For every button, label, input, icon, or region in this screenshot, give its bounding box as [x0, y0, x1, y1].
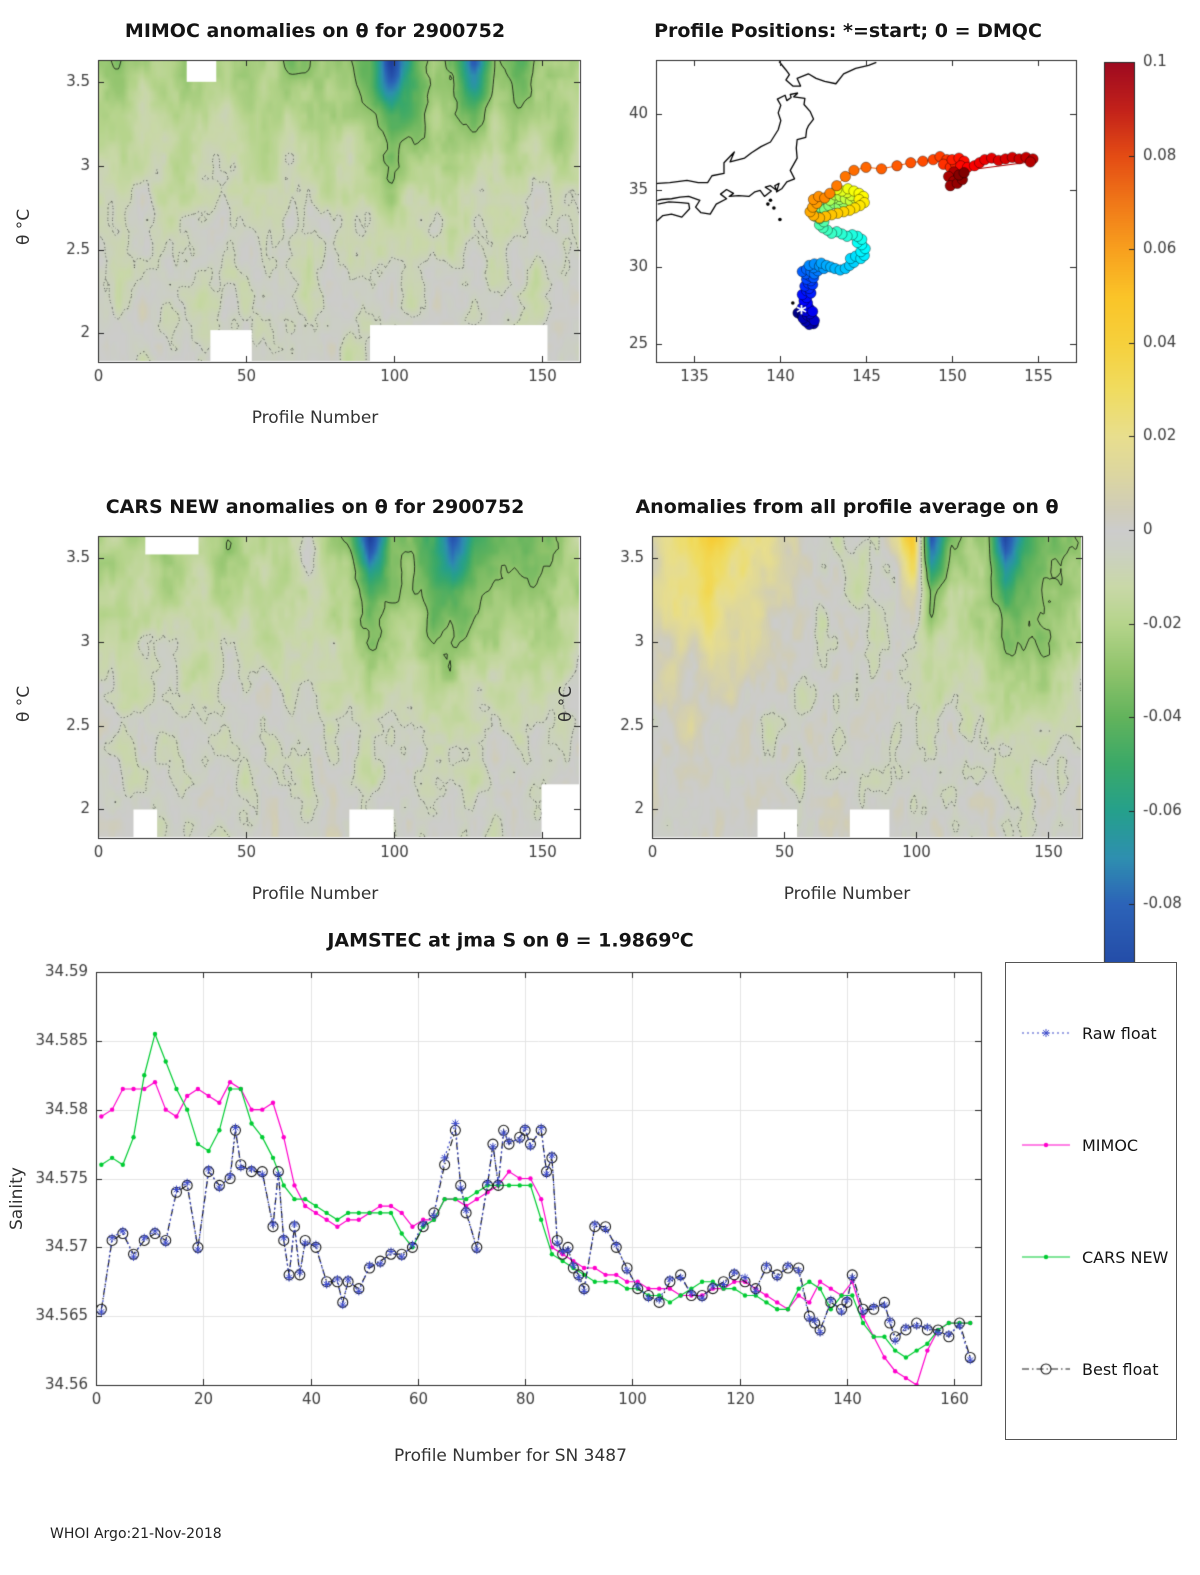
mimoc-heatmap-canvas: [40, 48, 590, 408]
mimoc-marker-icon: [1020, 1135, 1072, 1155]
footer-text: WHOI Argo:21-Nov-2018: [50, 1526, 222, 1542]
allprof-xlabel: Profile Number: [783, 884, 911, 904]
colorbar-canvas: [1100, 52, 1192, 1010]
legend-label-mimoc: MIMOC: [1082, 1135, 1139, 1155]
mimoc-xlabel: Profile Number: [251, 408, 379, 428]
mimoc-ylabel: θ °C: [14, 208, 34, 245]
timeseries-ylabel: Salinity: [7, 1167, 27, 1230]
legend-entry-mimoc: MIMOC: [1006, 1135, 1176, 1155]
cars-new-marker-icon: [1020, 1247, 1072, 1267]
legend-label-cars-new: CARS NEW: [1082, 1247, 1169, 1267]
allprof-ylabel: θ °C: [556, 685, 576, 722]
timeseries-title-suffix: C: [679, 929, 694, 952]
timeseries-canvas: [28, 958, 993, 1443]
legend-entry-raw-float: Raw float: [1006, 1023, 1176, 1043]
mimoc-title: MIMOC anomalies on θ for 2900752: [124, 20, 506, 42]
timeseries-title-sup: o: [671, 928, 680, 942]
legend-entry-best-float: Best float: [1006, 1359, 1176, 1379]
legend-box: Raw float MIMOC CARS NEW Best float: [1005, 962, 1177, 1440]
map-title: Profile Positions: *=start; 0 = DMQC: [654, 20, 1042, 42]
cars-title: CARS NEW anomalies on θ for 2900752: [105, 496, 525, 518]
allprof-heatmap-canvas: [602, 524, 1092, 884]
cars-ylabel: θ °C: [14, 685, 34, 722]
raw-float-marker-icon: [1020, 1023, 1072, 1043]
legend-label-raw-float: Raw float: [1082, 1023, 1157, 1043]
timeseries-title: JAMSTEC at jma S on θ = 1.9869oC: [28, 928, 993, 951]
cars-heatmap-canvas: [40, 524, 590, 884]
timeseries-title-prefix: JAMSTEC at jma S on θ = 1.9869: [327, 929, 672, 952]
legend-entry-cars-new: CARS NEW: [1006, 1247, 1176, 1267]
timeseries-xlabel: Profile Number for SN 3487: [394, 1446, 627, 1466]
profile-positions-map-canvas: [608, 48, 1088, 408]
legend-label-best-float: Best float: [1082, 1359, 1159, 1379]
allprof-title: Anomalies from all profile average on θ: [635, 496, 1059, 518]
cars-xlabel: Profile Number: [251, 884, 379, 904]
best-float-marker-icon: [1020, 1359, 1072, 1379]
